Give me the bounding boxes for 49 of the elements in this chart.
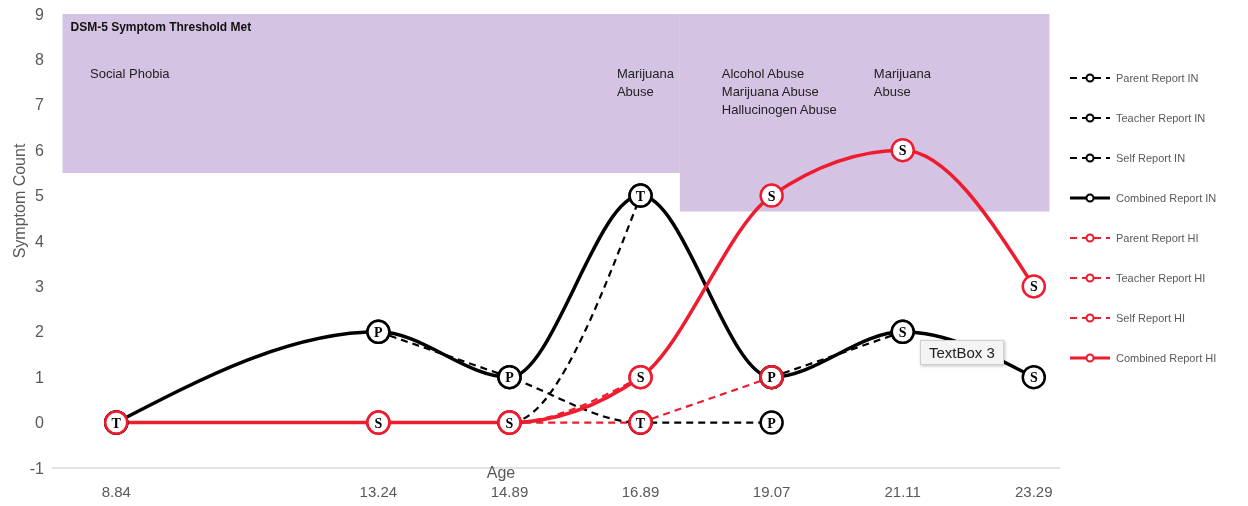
x-tick-label: 19.07: [752, 482, 791, 500]
annotation: Alcohol Abuse Marijuana Abuse Hallucinogen Abuse: [721, 65, 837, 117]
annotation: Marijuana Abuse: [873, 65, 932, 99]
data-label: T: [635, 188, 646, 204]
band-label: DSM-5 Symptom Threshold Met: [70, 19, 252, 34]
data-label: P: [767, 370, 777, 386]
data-label: S: [1029, 370, 1038, 386]
y-tick-label: 2: [35, 323, 45, 341]
y-tick-label: 1: [35, 368, 45, 386]
annotation: Social Phobia: [90, 65, 171, 81]
y-tick-label: 7: [35, 96, 45, 114]
y-tick-label: 8: [35, 51, 45, 69]
legend-label: Combined Report IN: [1116, 192, 1217, 204]
x-tick-label: 21.11: [884, 482, 921, 500]
data-label: S: [505, 415, 514, 431]
y-tick-label: 5: [35, 187, 45, 205]
legend-label: Teacher Report HI: [1116, 272, 1206, 284]
annotation: Marijuana Abuse: [616, 65, 675, 99]
data-label: T: [111, 415, 122, 431]
y-tick-label: 9: [35, 5, 45, 23]
y-tick-label: 6: [35, 141, 45, 159]
data-label: S: [1029, 279, 1038, 295]
legend-label: Teacher Report IN: [1116, 112, 1206, 124]
data-label: S: [898, 143, 907, 159]
x-tick-label: 13.24: [359, 482, 398, 500]
data-label: S: [636, 370, 645, 386]
legend-label: Self Report IN: [1116, 152, 1186, 164]
x-tick-label: 8.84: [101, 482, 131, 500]
legend-label: Parent Report HI: [1116, 232, 1199, 244]
x-tick-label: 14.89: [490, 482, 529, 500]
data-label: S: [898, 324, 907, 340]
x-tick-label: 16.89: [621, 482, 660, 500]
annotation: TextBox 3: [920, 340, 1004, 365]
data-label: P: [505, 370, 515, 386]
x-axis-title: Age: [486, 464, 516, 482]
data-label: S: [767, 188, 776, 204]
y-tick-label: 0: [35, 414, 45, 432]
y-tick-label: -1: [29, 459, 45, 477]
y-axis-title: Symptom Count: [10, 143, 28, 259]
legend-label: Combined Report HI: [1116, 352, 1217, 364]
data-label: P: [767, 415, 777, 431]
data-label: S: [374, 415, 383, 431]
x-tick-label: 23.29: [1015, 482, 1053, 500]
legend-label: Self Report HI: [1116, 312, 1186, 324]
y-tick-label: 3: [35, 278, 45, 296]
legend-label: Parent Report IN: [1116, 72, 1199, 84]
data-label: T: [635, 415, 646, 431]
y-tick-label: 4: [35, 232, 45, 250]
data-label: P: [374, 324, 384, 340]
